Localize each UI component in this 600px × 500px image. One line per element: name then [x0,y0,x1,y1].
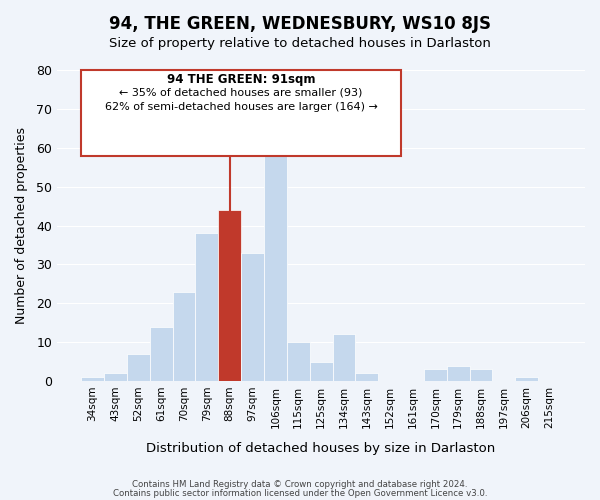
Text: ← 35% of detached houses are smaller (93): ← 35% of detached houses are smaller (93… [119,88,363,98]
Bar [515,377,538,381]
Bar [447,366,470,381]
Bar [355,374,378,381]
Text: Contains public sector information licensed under the Open Government Licence v3: Contains public sector information licen… [113,488,487,498]
Bar [264,128,287,381]
Text: Contains HM Land Registry data © Crown copyright and database right 2024.: Contains HM Land Registry data © Crown c… [132,480,468,489]
Bar [332,334,355,381]
Bar [470,370,493,381]
Bar [173,292,196,381]
Bar [104,374,127,381]
Text: 94 THE GREEN: 91sqm: 94 THE GREEN: 91sqm [167,72,316,86]
Y-axis label: Number of detached properties: Number of detached properties [15,127,28,324]
Bar [81,377,104,381]
Text: 94, THE GREEN, WEDNESBURY, WS10 8JS: 94, THE GREEN, WEDNESBURY, WS10 8JS [109,15,491,33]
Bar [424,370,447,381]
Text: 62% of semi-detached houses are larger (164) →: 62% of semi-detached houses are larger (… [104,102,377,112]
Bar [287,342,310,381]
Bar [218,210,241,381]
Bar [241,253,264,381]
Bar [150,326,173,381]
Text: Size of property relative to detached houses in Darlaston: Size of property relative to detached ho… [109,38,491,51]
Bar [310,362,332,381]
X-axis label: Distribution of detached houses by size in Darlaston: Distribution of detached houses by size … [146,442,496,455]
Bar [196,234,218,381]
Bar [127,354,150,381]
